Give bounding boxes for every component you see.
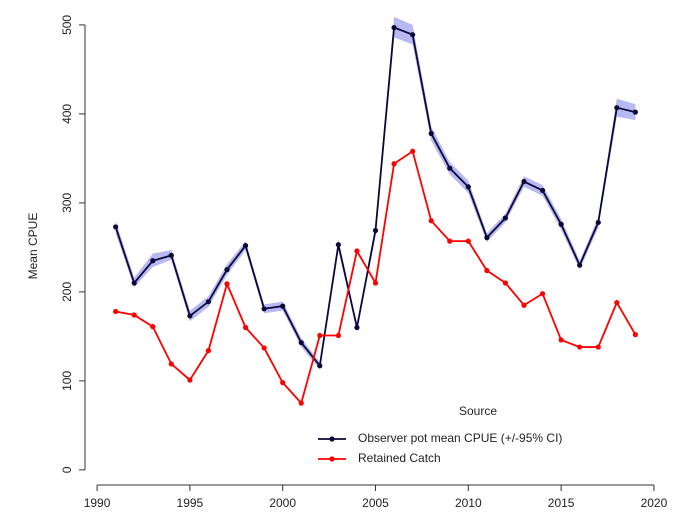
series-point — [131, 280, 137, 286]
x-tick-label: 2015 — [548, 496, 575, 510]
series-point — [465, 238, 471, 244]
series-point — [502, 280, 509, 286]
series-point — [131, 312, 137, 318]
legend-label: Observer pot mean CPUE (+/-95% CI) — [358, 431, 562, 445]
y-tick-label: 100 — [60, 371, 74, 391]
legend-title: Source — [459, 404, 497, 418]
series-point — [428, 130, 434, 137]
series-point — [224, 281, 230, 287]
series-point — [595, 344, 601, 350]
series-point — [205, 348, 212, 354]
series-point — [224, 267, 230, 273]
ci-band — [115, 16, 636, 370]
series-point — [335, 242, 341, 248]
series-point — [354, 248, 360, 254]
y-axis-label: Mean CPUE — [26, 213, 40, 280]
series-point — [242, 324, 249, 331]
x-tick-label: 2000 — [269, 496, 296, 510]
series-point — [502, 215, 509, 221]
legend-swatch-point — [329, 456, 335, 462]
series-point — [484, 267, 490, 274]
y-tick-label: 200 — [60, 282, 74, 302]
x-tick-label: 2010 — [455, 496, 482, 510]
series-point — [113, 308, 119, 315]
x-tick-label: 1990 — [84, 496, 111, 510]
series-point — [577, 262, 583, 268]
series-point — [614, 299, 620, 306]
series-point — [410, 148, 416, 154]
series-point — [113, 224, 119, 230]
series-point — [242, 243, 249, 249]
x-tick-label: 2005 — [362, 496, 389, 510]
series-point — [391, 24, 397, 31]
series-point — [577, 344, 583, 350]
series-point — [168, 361, 174, 367]
series-point — [614, 105, 620, 111]
series-point — [187, 313, 193, 319]
series-point — [205, 299, 212, 305]
y-tick-label: 300 — [60, 193, 74, 213]
series-point — [372, 280, 379, 286]
series-point — [354, 324, 360, 331]
series-point — [150, 258, 156, 264]
x-tick-label: 2020 — [641, 496, 668, 510]
series-point — [632, 332, 638, 338]
series-point — [521, 302, 527, 308]
series-point — [280, 380, 286, 386]
series-point — [298, 340, 304, 346]
series-point — [484, 235, 490, 241]
x-tick-label: 1995 — [177, 496, 204, 510]
series-point — [539, 187, 546, 194]
series-point — [558, 221, 564, 227]
series-line — [115, 149, 637, 405]
series-point — [558, 337, 564, 343]
legend-label: Retained Catch — [358, 451, 441, 465]
series-point — [521, 178, 527, 185]
y-tick-label: 400 — [60, 104, 74, 124]
legend-swatch-point — [329, 436, 335, 442]
series-point — [447, 165, 453, 171]
series-point — [391, 161, 397, 167]
series-point — [187, 377, 193, 383]
series-point — [632, 109, 638, 115]
series-point — [465, 184, 471, 190]
series-point — [298, 400, 304, 406]
y-tick-label: 0 — [60, 466, 74, 473]
series-point — [372, 227, 379, 234]
series-point — [410, 32, 416, 38]
y-tick-label: 500 — [60, 15, 74, 35]
series-point — [335, 332, 341, 339]
series-point — [261, 345, 267, 351]
series-point — [317, 332, 323, 339]
series-point — [168, 252, 174, 258]
series-point — [539, 291, 546, 297]
series-point — [280, 303, 286, 309]
series-point — [261, 306, 267, 312]
series-point — [595, 219, 601, 226]
series-point — [150, 323, 156, 330]
series-point — [428, 218, 434, 224]
series-point — [317, 363, 323, 369]
series-point — [447, 238, 453, 244]
